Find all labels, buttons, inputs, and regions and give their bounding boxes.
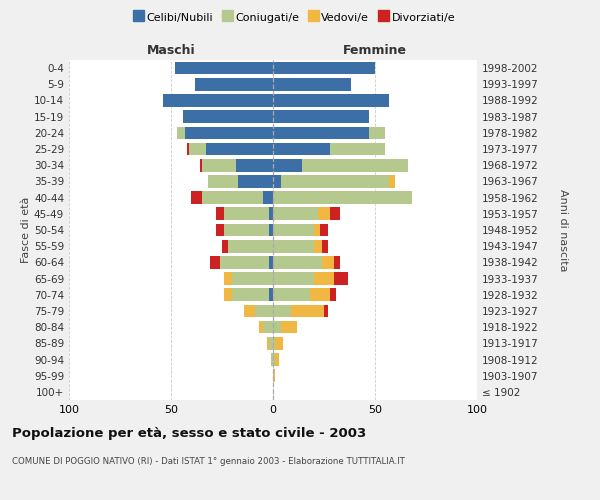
Bar	[263, 192, 273, 204]
Bar	[232, 272, 273, 285]
Bar	[273, 240, 314, 252]
Bar	[216, 224, 224, 236]
Bar	[281, 175, 389, 188]
Bar	[208, 175, 238, 188]
Bar	[228, 240, 273, 252]
Bar	[275, 353, 279, 366]
Bar	[273, 159, 302, 172]
Bar	[273, 353, 275, 366]
Bar	[222, 240, 228, 252]
Bar	[273, 192, 412, 204]
Bar	[330, 142, 385, 156]
Bar	[269, 337, 273, 349]
Bar	[389, 175, 395, 188]
Bar	[314, 272, 334, 285]
Bar	[310, 288, 330, 301]
Text: Femmine: Femmine	[343, 44, 407, 57]
Bar	[187, 142, 190, 156]
Bar	[190, 142, 206, 156]
Bar	[220, 256, 269, 268]
Bar	[330, 288, 336, 301]
Bar	[269, 288, 273, 301]
Bar	[273, 94, 389, 107]
Text: Maschi: Maschi	[146, 44, 196, 57]
Bar	[224, 272, 232, 285]
Bar	[200, 159, 202, 172]
Bar	[269, 208, 273, 220]
Bar	[273, 126, 369, 139]
Bar	[334, 256, 340, 268]
Bar	[320, 224, 328, 236]
Y-axis label: Fasce di età: Fasce di età	[21, 197, 31, 263]
Bar	[267, 337, 269, 349]
Bar	[196, 78, 273, 90]
Bar	[273, 304, 292, 318]
Bar	[334, 272, 349, 285]
Bar	[314, 224, 320, 236]
Bar	[216, 208, 224, 220]
Bar	[281, 321, 298, 334]
Bar	[244, 304, 254, 318]
Bar	[271, 353, 273, 366]
Bar	[163, 94, 273, 107]
Bar	[275, 337, 283, 349]
Bar	[324, 304, 328, 318]
Bar	[369, 126, 385, 139]
Bar	[314, 240, 322, 252]
Bar	[322, 240, 328, 252]
Bar	[273, 272, 314, 285]
Bar	[263, 321, 273, 334]
Bar	[202, 192, 263, 204]
Bar	[259, 321, 263, 334]
Bar	[273, 208, 318, 220]
Bar	[236, 159, 273, 172]
Bar	[206, 142, 273, 156]
Bar	[322, 256, 334, 268]
Bar	[273, 175, 281, 188]
Bar	[273, 321, 281, 334]
Bar	[224, 288, 232, 301]
Bar	[238, 175, 273, 188]
Bar	[183, 110, 273, 123]
Bar	[177, 126, 185, 139]
Bar	[232, 288, 269, 301]
Bar	[175, 62, 273, 74]
Bar	[318, 208, 330, 220]
Text: Popolazione per età, sesso e stato civile - 2003: Popolazione per età, sesso e stato civil…	[12, 428, 366, 440]
Bar	[191, 192, 202, 204]
Bar	[224, 224, 269, 236]
Bar	[254, 304, 273, 318]
Bar	[273, 78, 350, 90]
Bar	[292, 304, 324, 318]
Bar	[273, 337, 275, 349]
Bar	[185, 126, 273, 139]
Bar	[273, 142, 330, 156]
Bar	[302, 159, 407, 172]
Bar	[330, 208, 340, 220]
Bar	[269, 224, 273, 236]
Bar	[202, 159, 236, 172]
Bar	[273, 110, 369, 123]
Bar	[269, 256, 273, 268]
Y-axis label: Anni di nascita: Anni di nascita	[558, 188, 568, 271]
Bar	[224, 208, 269, 220]
Legend: Celibi/Nubili, Coniugati/e, Vedovi/e, Divorziati/e: Celibi/Nubili, Coniugati/e, Vedovi/e, Di…	[128, 8, 460, 27]
Bar	[273, 370, 275, 382]
Bar	[273, 288, 310, 301]
Bar	[273, 256, 322, 268]
Bar	[273, 224, 314, 236]
Text: COMUNE DI POGGIO NATIVO (RI) - Dati ISTAT 1° gennaio 2003 - Elaborazione TUTTITA: COMUNE DI POGGIO NATIVO (RI) - Dati ISTA…	[12, 458, 405, 466]
Bar	[210, 256, 220, 268]
Bar	[273, 62, 375, 74]
